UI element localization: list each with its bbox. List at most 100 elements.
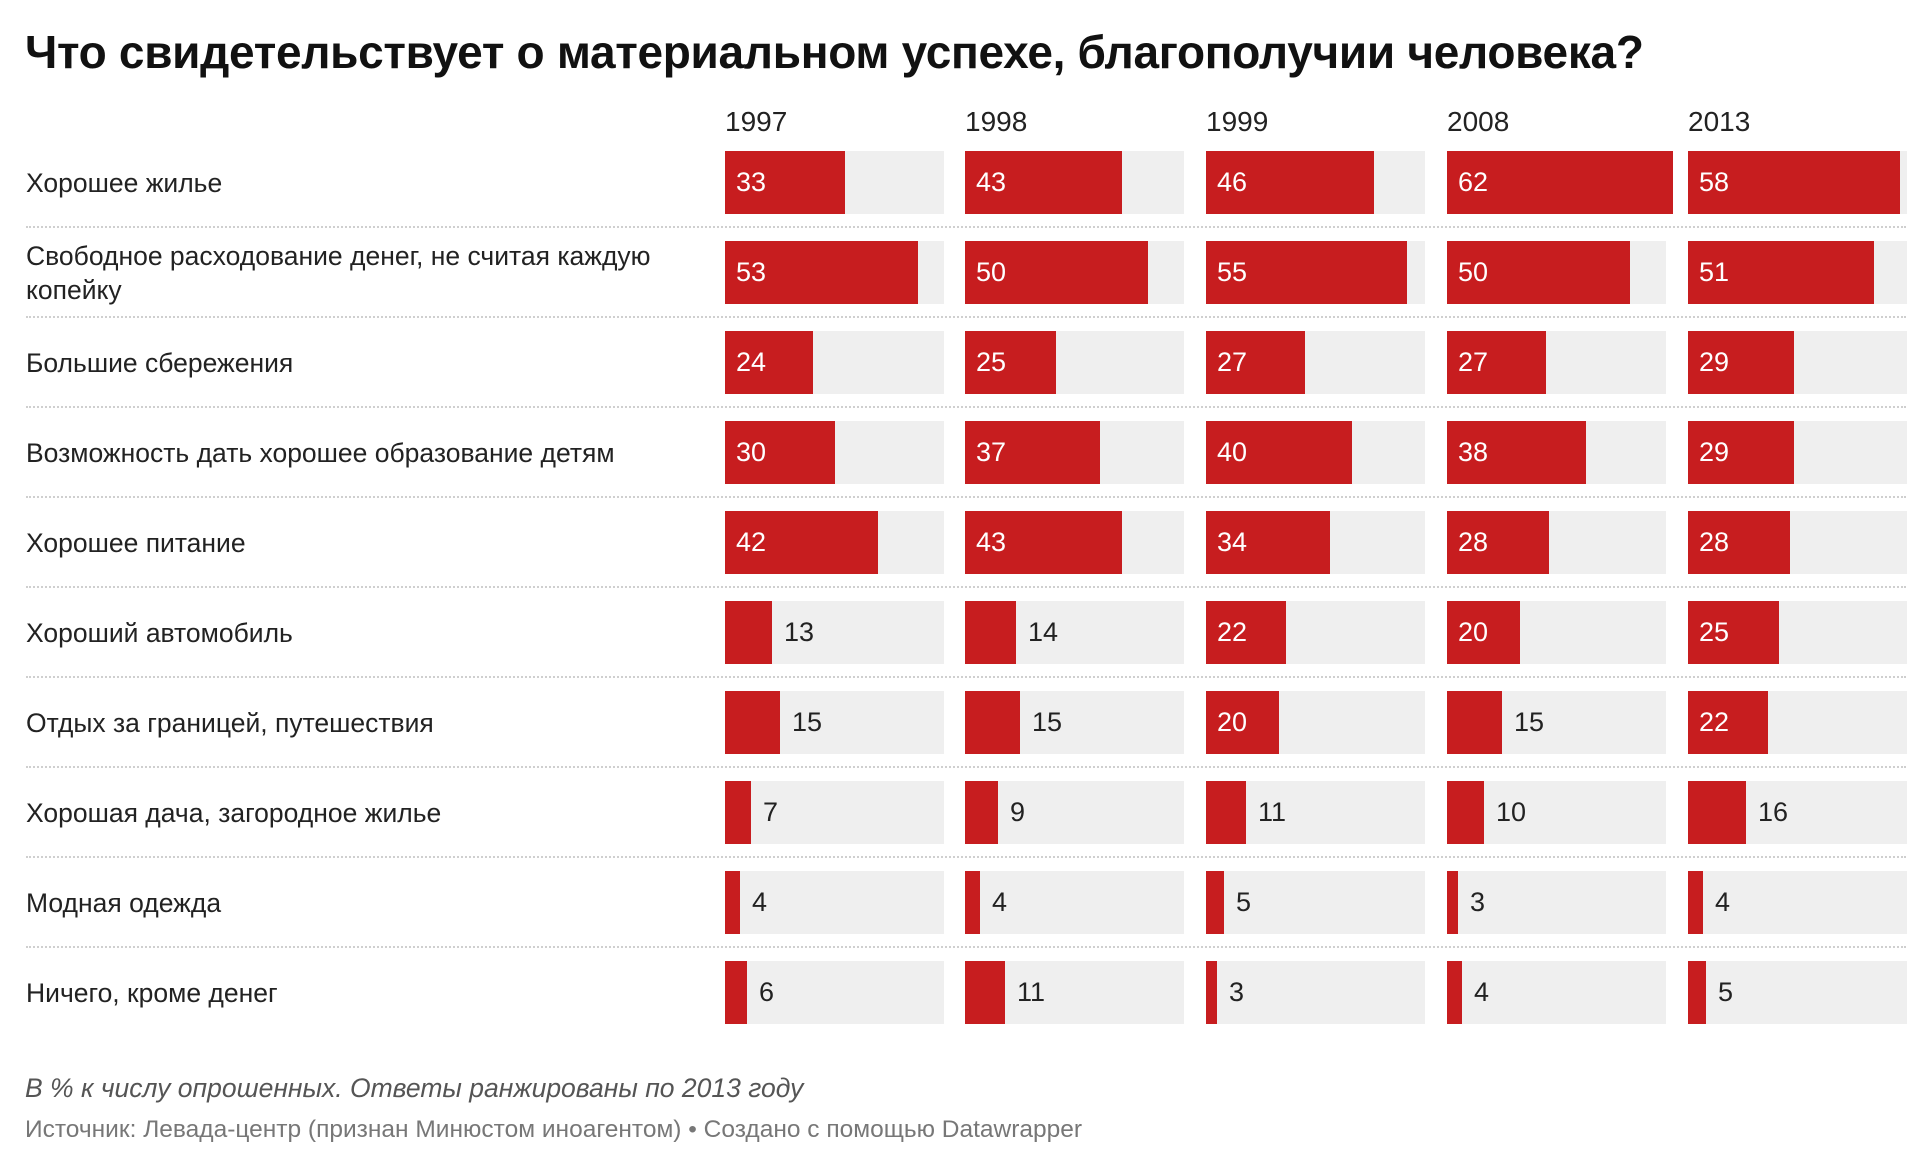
bar — [965, 241, 1148, 304]
credit-link[interactable]: Создано с помощью Datawrapper — [703, 1116, 1083, 1143]
bar — [1206, 421, 1352, 484]
data-label: 22 — [1699, 707, 1730, 737]
data-label: 55 — [1217, 257, 1248, 287]
category-label: Возможность дать хорошее образование дет… — [26, 437, 615, 468]
data-label: 28 — [1699, 527, 1730, 557]
data-label: 11 — [1258, 797, 1287, 827]
category-label: Хороший автомобиль — [26, 617, 293, 648]
category-label: Ничего, кроме денег — [26, 977, 278, 1008]
data-label: 30 — [736, 437, 767, 467]
data-label: 4 — [1474, 977, 1490, 1007]
data-label: 43 — [976, 527, 1007, 557]
data-label: 6 — [759, 977, 775, 1007]
category-label: Хорошее питание — [26, 527, 246, 558]
row-separator — [26, 586, 1906, 588]
data-label: 27 — [1217, 347, 1248, 377]
bar — [1688, 421, 1794, 484]
bar — [965, 421, 1100, 484]
data-label: 13 — [784, 617, 815, 647]
data-label: 5 — [1718, 977, 1734, 1007]
data-label: 11 — [1017, 977, 1046, 1007]
data-label: 5 — [1236, 887, 1252, 917]
data-label: 29 — [1699, 437, 1730, 467]
data-label: 9 — [1010, 797, 1026, 827]
bar-track — [1688, 961, 1907, 1024]
bar — [1688, 241, 1874, 304]
bar-track — [965, 781, 1184, 844]
data-label: 28 — [1458, 527, 1489, 557]
data-label: 29 — [1699, 347, 1730, 377]
bar-track — [725, 871, 944, 934]
data-label: 10 — [1496, 797, 1527, 827]
bar — [1447, 691, 1502, 754]
year-header-2008: 2008 — [1447, 106, 1510, 137]
data-label: 20 — [1217, 707, 1248, 737]
data-label: 50 — [1458, 257, 1489, 287]
data-label: 14 — [1028, 617, 1059, 647]
bar-track — [1206, 961, 1425, 1024]
bar-track — [1447, 871, 1666, 934]
bar — [1206, 511, 1330, 574]
bar — [965, 961, 1005, 1024]
bar — [1447, 871, 1458, 934]
bar-track — [1688, 871, 1907, 934]
year-header-1997: 1997 — [725, 106, 788, 137]
data-label: 20 — [1458, 617, 1489, 647]
bar — [1206, 601, 1286, 664]
bar — [1688, 151, 1900, 214]
data-label: 4 — [752, 887, 768, 917]
bar — [1688, 781, 1746, 844]
data-label: 50 — [976, 257, 1007, 287]
chart-title: Что свидетельствует о материальном успех… — [25, 26, 1644, 78]
bar — [725, 331, 813, 394]
bar — [1688, 331, 1794, 394]
bar — [1688, 871, 1703, 934]
data-label: 15 — [1032, 707, 1063, 737]
row-separator — [26, 676, 1906, 678]
row-separator — [26, 406, 1906, 408]
data-label: 34 — [1217, 527, 1248, 557]
data-label: 15 — [792, 707, 823, 737]
bar — [725, 511, 878, 574]
chart-footer: Источник: Левада-центр (признан Минюстом… — [25, 1114, 1082, 1146]
data-label: 33 — [736, 167, 767, 197]
bar — [1688, 691, 1768, 754]
bar — [725, 871, 740, 934]
data-label: 3 — [1229, 977, 1245, 1007]
bar — [965, 691, 1020, 754]
bar — [725, 961, 747, 1024]
data-label: 38 — [1458, 437, 1489, 467]
bar — [1206, 151, 1374, 214]
row-separator — [26, 856, 1906, 858]
data-label: 4 — [1715, 887, 1731, 917]
bar — [725, 601, 772, 664]
bar — [1447, 961, 1462, 1024]
bar-track — [725, 961, 944, 1024]
data-label: 40 — [1217, 437, 1248, 467]
row-separator — [26, 766, 1906, 768]
bar-track — [1206, 871, 1425, 934]
bar — [1206, 871, 1224, 934]
bar — [1688, 601, 1779, 664]
data-label: 4 — [992, 887, 1008, 917]
category-label: Модная одежда — [26, 887, 222, 918]
bar — [1206, 331, 1305, 394]
bar — [965, 781, 998, 844]
bar — [725, 421, 835, 484]
category-label: Хорошая дача, загородное жилье — [26, 797, 442, 828]
bar — [1206, 691, 1279, 754]
bar — [725, 151, 845, 214]
chart-notes: В % к числу опрошенных. Ответы ранжирова… — [25, 1073, 804, 1103]
source-text: Источник: Левада-центр (признан Минюстом… — [25, 1116, 682, 1143]
data-label: 53 — [736, 257, 767, 287]
bar — [1447, 781, 1484, 844]
data-label: 7 — [763, 797, 779, 827]
data-label: 58 — [1699, 167, 1730, 197]
data-label: 51 — [1699, 257, 1730, 287]
row-separator — [26, 496, 1906, 498]
bar-track — [725, 781, 944, 844]
data-label: 62 — [1458, 167, 1489, 197]
data-label: 22 — [1217, 617, 1248, 647]
